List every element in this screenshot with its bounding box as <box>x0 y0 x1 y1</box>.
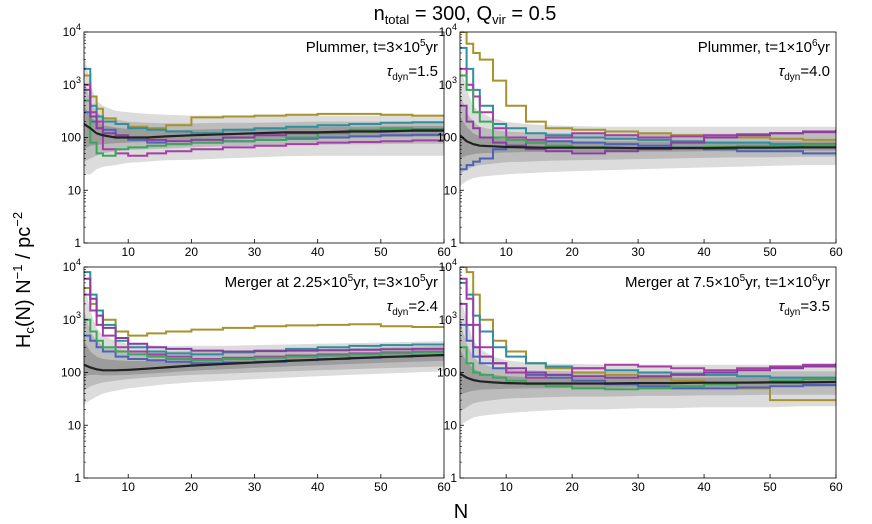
y-tick-label: 10 <box>68 183 82 197</box>
ylabel-mid: (N) N <box>13 279 35 327</box>
series-line-3 <box>460 323 836 390</box>
x-tick-label: 10 <box>122 480 136 494</box>
x-tick-label: 30 <box>248 480 262 494</box>
y-axis-label: Hc(N) N−1 / pc−2 <box>10 212 37 348</box>
band-mid <box>460 92 836 175</box>
median-line <box>460 372 836 385</box>
x-tick-label: 40 <box>311 480 325 494</box>
median-line <box>460 134 836 150</box>
ylabel-slash: / pc <box>13 227 35 265</box>
panel-1: 1 10 100 103 104 10 20 30 40 50 60 Plummer, t=3×105… <box>61 22 451 259</box>
figure-title: ntotal = 300, Qvir = 0.5 <box>374 3 557 27</box>
y-tick-label: 104 <box>439 257 457 274</box>
x-tick-label: 10 <box>499 480 513 494</box>
series-line-4 <box>460 277 836 379</box>
title-q-subscript: vir <box>492 12 506 27</box>
x-tick-label: 20 <box>185 480 199 494</box>
x-tick-label: 40 <box>697 245 711 259</box>
x-tick-label: 50 <box>763 480 777 494</box>
y-tick-label: 1 <box>74 236 81 250</box>
x-tick-label: 40 <box>697 480 711 494</box>
y-tick-label: 104 <box>63 22 81 39</box>
x-tick-label: 40 <box>311 245 325 259</box>
plot-area <box>460 267 836 426</box>
series-line-6 <box>460 104 836 155</box>
ylabel-h-subscript: c <box>22 327 37 334</box>
y-tick-label: 10 <box>444 183 458 197</box>
x-tick-label: 10 <box>499 245 513 259</box>
median-line <box>84 123 444 139</box>
y-tick-label: 100 <box>61 366 81 380</box>
y-tick-label: 100 <box>61 131 81 145</box>
y-tick-label: 1 <box>450 471 457 485</box>
panel-3: 1 10 100 103 104 10 20 30 40 50 60 Merger at 2.25×1… <box>61 257 451 494</box>
x-tick-label: 50 <box>374 245 388 259</box>
y-tick-label: 103 <box>63 75 81 92</box>
y-tick-label: 104 <box>63 257 81 274</box>
median-line <box>84 353 444 372</box>
title-n-subscript: total <box>385 12 410 27</box>
panel-label: Merger at 2.25×105yr, t=3×105yr <box>225 273 438 291</box>
y-tick-label: 100 <box>437 366 457 380</box>
y-tick-label: 10 <box>68 418 82 432</box>
y-tick-label: 100 <box>437 131 457 145</box>
series-line-3 <box>460 140 836 171</box>
series-line-2 <box>84 67 444 135</box>
x-tick-label: 60 <box>437 245 451 259</box>
x-tick-label: 20 <box>565 480 579 494</box>
panel-tau-label: τdyn=2.4 <box>387 298 438 318</box>
panel-label: Merger at 7.5×105yr, t=1×106yr <box>625 273 830 291</box>
panel-4: 1 10 100 103 104 10 20 30 40 50 60 Merger at 7.5×10… <box>437 257 843 494</box>
x-tick-label: 20 <box>185 245 199 259</box>
series-line-6 <box>84 277 444 353</box>
x-tick-label: 30 <box>248 245 262 259</box>
title-n-eq: = 300, Q <box>409 3 492 25</box>
series-line-2 <box>460 281 836 379</box>
series-line-5 <box>84 318 444 362</box>
plot-area <box>460 32 836 187</box>
series-line-1 <box>84 74 444 130</box>
x-tick-label: 60 <box>829 245 843 259</box>
y-tick-label: 103 <box>439 75 457 92</box>
title-q-eq: = 0.5 <box>506 3 557 25</box>
plot-area <box>84 53 444 175</box>
x-tick-label: 60 <box>437 480 451 494</box>
y-tick-label: 1 <box>74 471 81 485</box>
y-tick-label: 104 <box>439 22 457 39</box>
y-tick-label: 103 <box>63 310 81 327</box>
x-tick-label: 20 <box>565 245 579 259</box>
y-tick-label: 10 <box>444 418 458 432</box>
series-line-5 <box>84 99 444 157</box>
panel-2: 1 10 100 103 104 10 20 30 40 50 60 Plummer, t=1×106… <box>437 22 843 259</box>
band-outer <box>460 63 836 187</box>
y-tick-label: 1 <box>450 236 457 250</box>
x-tick-label: 30 <box>631 245 645 259</box>
x-tick-label: 60 <box>829 480 843 494</box>
x-tick-label: 50 <box>763 245 777 259</box>
series-line-6 <box>460 302 836 379</box>
x-axis-label: N <box>454 501 468 523</box>
panel-tau-label: τdyn=3.5 <box>779 298 830 318</box>
x-tick-label: 50 <box>374 480 388 494</box>
band-inner <box>84 105 444 150</box>
ylabel-exp2: −2 <box>10 212 25 227</box>
y-tick-label: 103 <box>439 310 457 327</box>
panel-tau-label: τdyn=4.0 <box>779 63 830 83</box>
title-n: n <box>374 3 385 25</box>
x-tick-label: 10 <box>122 245 136 259</box>
ylabel-h: H <box>13 334 35 348</box>
panel-label: Plummer, t=1×106yr <box>698 38 830 56</box>
panel-tau-label: τdyn=1.5 <box>387 63 438 83</box>
x-tick-label: 30 <box>631 480 645 494</box>
panel-label: Plummer, t=3×105yr <box>306 38 438 56</box>
plot-area <box>84 271 444 405</box>
ylabel-exp1: −1 <box>10 265 25 280</box>
